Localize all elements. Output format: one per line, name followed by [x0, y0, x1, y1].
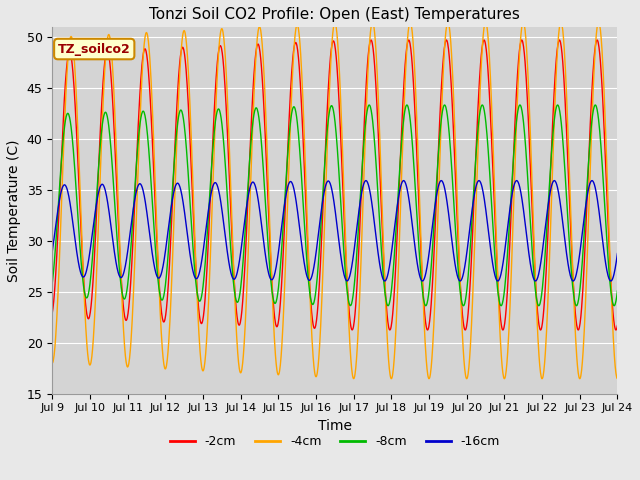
Line: -8cm: -8cm [52, 105, 618, 306]
Title: Tonzi Soil CO2 Profile: Open (East) Temperatures: Tonzi Soil CO2 Profile: Open (East) Temp… [149, 7, 520, 22]
-16cm [92, 204, 100, 210]
-4cm [595, 19, 602, 24]
-4cm [115, 219, 123, 225]
-16cm [362, 178, 370, 183]
-16cm [49, 249, 56, 254]
Line: -4cm: -4cm [52, 22, 618, 379]
-16cm [300, 257, 308, 263]
-2cm [288, 65, 296, 71]
-8cm [310, 300, 317, 305]
-16cm [371, 219, 378, 225]
-4cm [300, 117, 308, 123]
-8cm [614, 288, 621, 294]
Line: -2cm: -2cm [52, 40, 618, 330]
-4cm [92, 285, 100, 291]
Line: -16cm: -16cm [52, 180, 618, 281]
Y-axis label: Soil Temperature (C): Soil Temperature (C) [7, 139, 21, 282]
-16cm [115, 272, 123, 278]
-4cm [370, 24, 378, 29]
-8cm [115, 262, 123, 267]
-2cm [300, 150, 308, 156]
-8cm [288, 108, 296, 114]
-4cm [614, 376, 621, 382]
-8cm [92, 204, 100, 209]
-8cm [591, 102, 599, 108]
-2cm [614, 323, 621, 328]
-2cm [370, 53, 378, 59]
-2cm [310, 325, 317, 331]
-16cm [614, 251, 621, 256]
-4cm [310, 363, 317, 369]
-2cm [115, 233, 123, 239]
-8cm [49, 280, 56, 286]
-16cm [310, 264, 317, 270]
-16cm [381, 278, 388, 284]
-2cm [593, 37, 601, 43]
Legend: -2cm, -4cm, -8cm, -16cm: -2cm, -4cm, -8cm, -16cm [164, 430, 505, 453]
-2cm [49, 310, 56, 316]
-2cm [612, 327, 620, 333]
-8cm [300, 210, 308, 216]
X-axis label: Time: Time [318, 419, 352, 433]
-8cm [610, 303, 618, 309]
-8cm [370, 131, 378, 136]
-2cm [92, 223, 100, 229]
-16cm [288, 180, 296, 186]
-4cm [49, 360, 56, 366]
-4cm [288, 82, 296, 88]
Text: TZ_soilco2: TZ_soilco2 [58, 43, 131, 56]
